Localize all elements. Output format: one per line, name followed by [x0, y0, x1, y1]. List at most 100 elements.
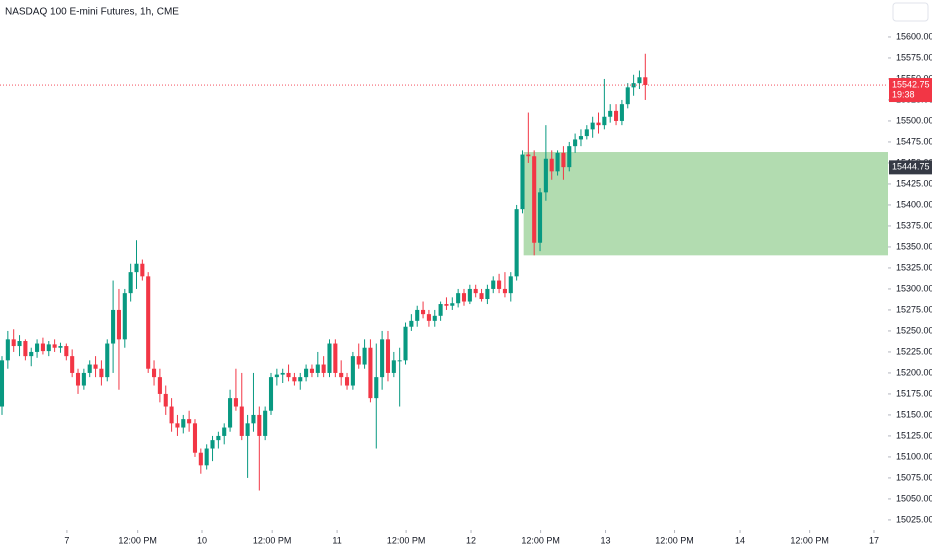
candle-body	[157, 377, 162, 394]
candle-body	[596, 122, 601, 126]
candle-body	[23, 341, 28, 357]
candle-body	[450, 303, 455, 306]
candle-body	[222, 427, 227, 436]
candle-body	[175, 423, 180, 428]
candle-body	[526, 154, 531, 157]
candle-body	[87, 364, 92, 373]
candle-body	[397, 360, 402, 362]
candle-body	[573, 139, 578, 147]
candle-body	[70, 356, 75, 373]
candle-body	[40, 343, 45, 352]
y-tick-label: 15125.00	[896, 430, 932, 440]
candle-body	[140, 263, 145, 277]
y-tick-label: 15375.00	[896, 220, 932, 230]
candle-body	[64, 346, 69, 357]
y-tick-label: 15350.00	[896, 241, 932, 251]
candle-body	[625, 87, 630, 105]
y-tick-label: 15300.00	[896, 283, 932, 293]
candle-body	[421, 309, 426, 315]
candle-body	[608, 110, 613, 117]
y-tick-label: 15400.00	[896, 199, 932, 209]
candle-body	[502, 288, 507, 294]
candle-body	[333, 343, 338, 373]
x-tick-label: 17	[869, 535, 879, 545]
y-tick-label: 15250.00	[896, 325, 932, 335]
candle-body	[637, 77, 642, 84]
candle-body	[485, 288, 490, 300]
candle-body	[456, 293, 461, 304]
candle-body	[210, 440, 215, 449]
candle-body	[280, 372, 285, 375]
candle-body	[508, 276, 513, 294]
candle-body	[567, 146, 572, 168]
x-tick-label: 12:00 PM	[387, 535, 426, 545]
candle-body	[11, 339, 16, 347]
candle-body	[286, 372, 291, 378]
candle-body	[643, 77, 648, 86]
candle-body	[5, 339, 10, 361]
candle-body	[415, 309, 420, 321]
candle-body	[426, 314, 431, 321]
candle-body	[122, 293, 127, 340]
candle-body	[298, 377, 303, 382]
candle-body	[555, 152, 560, 172]
candle-body	[339, 372, 344, 378]
x-tick-label: 12:00 PM	[790, 535, 829, 545]
candle-body	[321, 364, 326, 373]
x-tick-label: 12	[466, 535, 476, 545]
candle-body	[479, 293, 484, 300]
candle-body	[491, 280, 496, 289]
candle-body	[274, 374, 279, 378]
candle-body	[198, 452, 203, 466]
candle-body	[309, 368, 314, 373]
candle-body	[614, 110, 619, 121]
y-tick-label: 15500.00	[896, 115, 932, 125]
y-tick-label: 15075.00	[896, 472, 932, 482]
zone	[523, 152, 888, 256]
candle-body	[46, 344, 51, 352]
candle-body	[251, 414, 256, 424]
candle-body	[304, 368, 309, 378]
candle-body	[52, 344, 57, 348]
y-tick-label: 15100.00	[896, 451, 932, 461]
level-box	[889, 160, 932, 175]
candle-body	[151, 368, 157, 378]
candle-body	[228, 398, 233, 428]
candle-body	[17, 341, 22, 347]
y-tick-label: 15225.00	[896, 346, 932, 356]
candle-body	[514, 209, 519, 277]
candle-body	[239, 406, 244, 436]
x-tick-label: 14	[735, 535, 745, 545]
candle-body	[350, 356, 355, 386]
y-tick-label: 15475.00	[896, 136, 932, 146]
x-tick-label: 10	[197, 535, 207, 545]
last-price-box	[889, 78, 932, 103]
candle-body	[257, 414, 262, 436]
last-price-label: 15542.75	[892, 79, 930, 89]
candle-body	[187, 419, 192, 424]
candle-body	[532, 156, 537, 243]
x-tick-label: 12:00 PM	[118, 535, 157, 545]
candle-body	[356, 356, 361, 365]
candle-body	[0, 360, 5, 407]
candle-body	[561, 152, 566, 168]
candle-body	[590, 122, 595, 130]
candle-body	[263, 410, 268, 436]
toolbar-button[interactable]	[892, 2, 929, 22]
y-tick-label: 15425.00	[896, 178, 932, 188]
candle-body	[128, 272, 133, 294]
x-tick-label: 11	[332, 535, 341, 545]
y-tick-label: 15175.00	[896, 388, 932, 398]
candle-body	[362, 347, 367, 365]
candle-body	[409, 320, 414, 327]
candle-body	[327, 343, 332, 373]
candle-body	[497, 280, 502, 289]
level-label: 15444.75	[892, 162, 930, 172]
candle-body	[380, 339, 385, 378]
candle-body	[374, 377, 379, 399]
y-tick-label: 15575.00	[896, 52, 932, 62]
candle-body	[444, 304, 449, 306]
countdown-label: 19:38	[892, 89, 915, 99]
